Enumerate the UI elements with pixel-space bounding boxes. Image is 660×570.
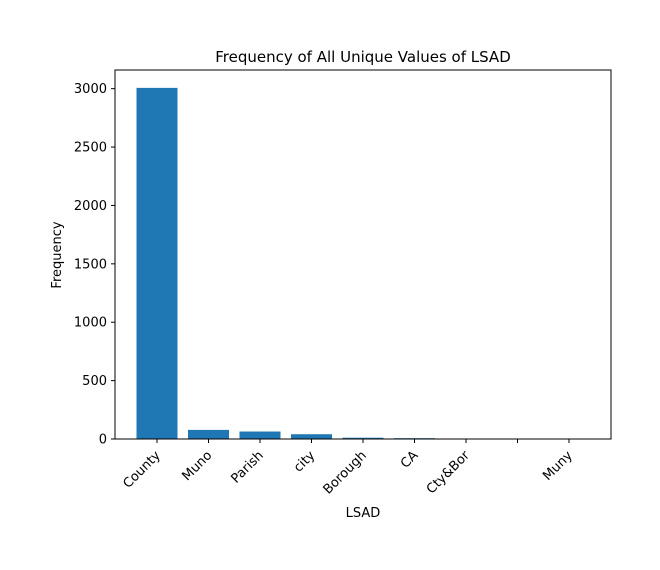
y-tick-label-5: 2500 <box>74 141 107 156</box>
x-tick-label-1: Muno <box>180 448 216 484</box>
bars-group <box>136 87 590 440</box>
x-ticks-group: County Muno Parish city Borough CA Cty&Bor Muny <box>120 439 576 497</box>
x-tick-label-8: Muny <box>540 448 576 484</box>
bar-0 <box>136 87 178 440</box>
y-tick-label-4: 2000 <box>74 199 107 214</box>
y-axis-label: Frequency <box>50 221 65 288</box>
y-ticks-group: 0 500 1000 1500 2000 2500 3000 <box>74 82 115 448</box>
bar-4 <box>342 437 384 439</box>
x-tick-label-3: city <box>291 448 318 475</box>
x-tick-label-2: Parish <box>229 448 267 486</box>
y-tick-label-1: 500 <box>82 374 107 389</box>
y-tick-label-0: 0 <box>99 433 107 448</box>
x-tick-label-5: CA <box>398 448 421 471</box>
y-tick-label-3: 1500 <box>74 257 107 272</box>
x-tick-label-6: Cty&Bor <box>424 448 473 497</box>
bar-3 <box>291 434 332 439</box>
bar-2 <box>239 431 281 439</box>
x-tick-label-0: County <box>120 448 164 492</box>
y-tick-label-2: 1000 <box>74 316 107 331</box>
chart-title: Frequency of All Unique Values of LSAD <box>215 48 511 66</box>
x-tick-label-4: Borough <box>321 448 370 497</box>
plot-frame <box>114 69 612 440</box>
y-tick-label-6: 3000 <box>74 82 107 97</box>
x-axis-label: LSAD <box>346 506 381 521</box>
bar-1 <box>188 429 229 439</box>
